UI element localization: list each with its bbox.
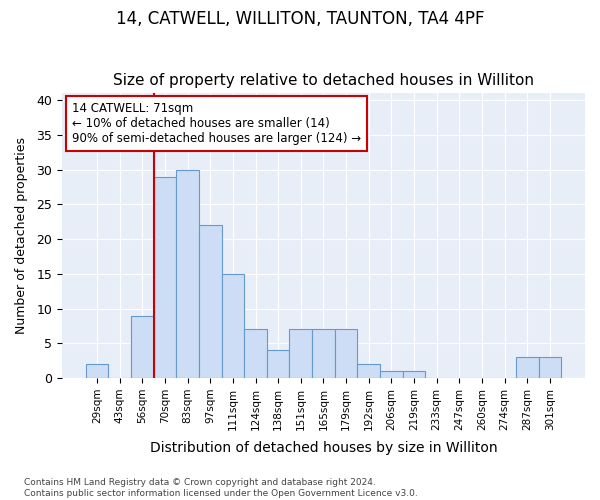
Bar bbox=[86, 364, 109, 378]
Bar bbox=[289, 330, 312, 378]
Bar bbox=[267, 350, 289, 378]
Bar bbox=[131, 316, 154, 378]
Bar bbox=[380, 371, 403, 378]
Bar bbox=[221, 274, 244, 378]
Bar bbox=[244, 330, 267, 378]
Bar bbox=[335, 330, 358, 378]
Text: 14 CATWELL: 71sqm
← 10% of detached houses are smaller (14)
90% of semi-detached: 14 CATWELL: 71sqm ← 10% of detached hous… bbox=[73, 102, 362, 145]
Bar bbox=[539, 357, 561, 378]
Bar bbox=[199, 226, 221, 378]
Bar bbox=[154, 176, 176, 378]
Bar bbox=[312, 330, 335, 378]
Bar bbox=[358, 364, 380, 378]
Text: 14, CATWELL, WILLITON, TAUNTON, TA4 4PF: 14, CATWELL, WILLITON, TAUNTON, TA4 4PF bbox=[116, 10, 484, 28]
Title: Size of property relative to detached houses in Williton: Size of property relative to detached ho… bbox=[113, 73, 534, 88]
Text: Contains HM Land Registry data © Crown copyright and database right 2024.
Contai: Contains HM Land Registry data © Crown c… bbox=[24, 478, 418, 498]
Bar bbox=[176, 170, 199, 378]
Bar bbox=[516, 357, 539, 378]
X-axis label: Distribution of detached houses by size in Williton: Distribution of detached houses by size … bbox=[149, 441, 497, 455]
Bar bbox=[403, 371, 425, 378]
Y-axis label: Number of detached properties: Number of detached properties bbox=[15, 137, 28, 334]
